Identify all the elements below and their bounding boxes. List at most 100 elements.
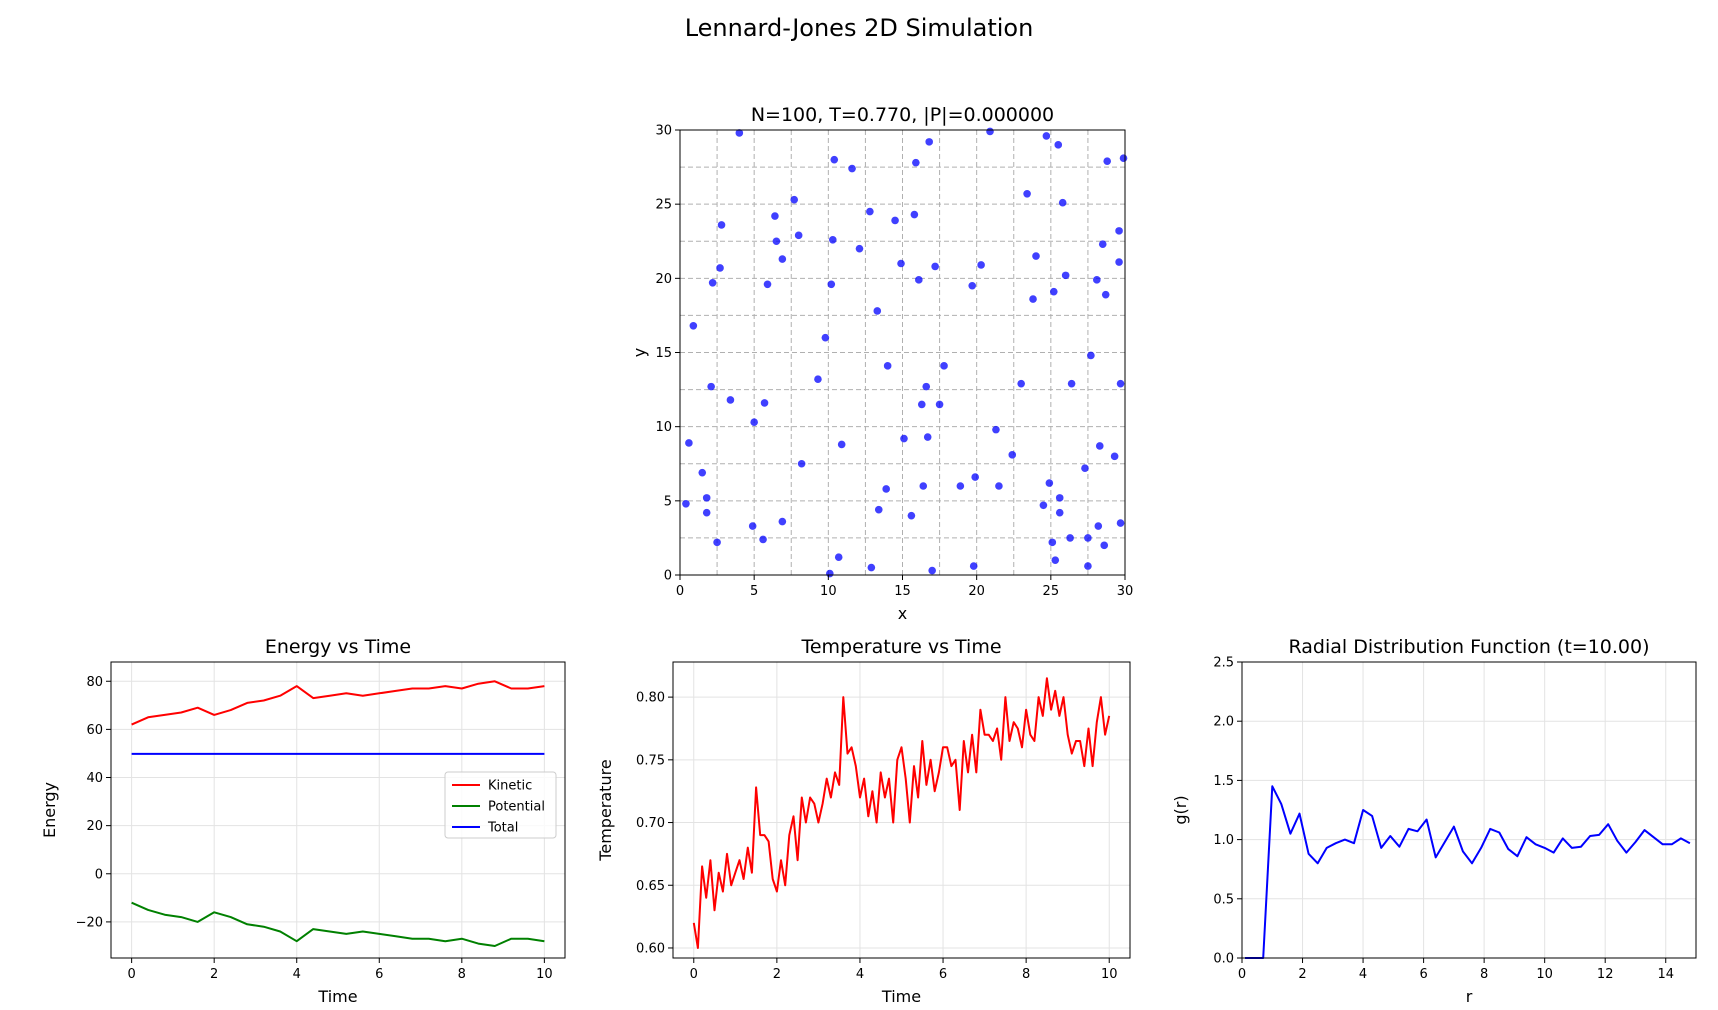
y-tick-label: 10 bbox=[655, 420, 672, 435]
legend-label: Kinetic bbox=[488, 779, 532, 794]
x-tick-label: 6 bbox=[1419, 967, 1427, 982]
particle-point bbox=[778, 517, 787, 526]
particle-point bbox=[1100, 541, 1109, 550]
axes-frame bbox=[1241, 661, 1697, 959]
particle-point bbox=[794, 231, 803, 240]
x-tick-label: 8 bbox=[1022, 967, 1030, 982]
particle-point bbox=[912, 158, 920, 167]
particle-point bbox=[828, 235, 837, 244]
y-tick-label: 0.75 bbox=[636, 753, 665, 768]
x-tick-label: 10 bbox=[536, 967, 553, 982]
particle-point bbox=[771, 212, 779, 220]
particle-point bbox=[867, 563, 876, 572]
particle-point bbox=[1084, 534, 1092, 542]
particle-point bbox=[928, 566, 936, 575]
x-tick-label: 8 bbox=[1480, 967, 1488, 982]
y-tick-label: 60 bbox=[86, 723, 103, 738]
y-tick-label: 20 bbox=[86, 819, 103, 834]
particle-point bbox=[855, 244, 864, 253]
x-axis-label: x bbox=[898, 604, 907, 623]
particle-point bbox=[969, 562, 978, 570]
series-line-data bbox=[692, 677, 1111, 949]
x-tick-label: 4 bbox=[293, 967, 301, 982]
particle-point bbox=[891, 216, 899, 225]
particle-point bbox=[689, 322, 698, 330]
x-tick-label: 12 bbox=[1597, 967, 1614, 982]
chart-title: Energy vs Time bbox=[265, 636, 411, 658]
y-axis-label: y bbox=[630, 348, 649, 357]
particle-point bbox=[827, 280, 836, 289]
x-tick-label: 4 bbox=[1359, 967, 1367, 982]
particle-point bbox=[814, 375, 822, 384]
x-tick-label: 4 bbox=[856, 967, 864, 982]
x-tick-label: 8 bbox=[458, 967, 466, 982]
particle-point bbox=[1110, 452, 1119, 461]
particle-point bbox=[713, 538, 721, 547]
particle-point bbox=[1061, 271, 1070, 280]
axes-frame bbox=[110, 661, 566, 959]
particle-point bbox=[907, 511, 916, 520]
particle-point bbox=[956, 482, 965, 490]
particle-point bbox=[1008, 451, 1017, 459]
x-tick-label: 2 bbox=[210, 967, 218, 982]
legend-box bbox=[444, 771, 557, 839]
x-axis-label: r bbox=[1466, 987, 1473, 1006]
y-tick-label: 1.5 bbox=[1213, 774, 1234, 789]
particle-point bbox=[821, 333, 830, 342]
y-tick-label: 0.80 bbox=[636, 691, 665, 706]
particle-point bbox=[922, 382, 931, 391]
x-tick-label: 15 bbox=[894, 584, 911, 599]
particle-point bbox=[1055, 494, 1064, 502]
particle-point bbox=[1023, 189, 1031, 198]
particle-point bbox=[900, 434, 908, 443]
particle-point bbox=[1032, 252, 1040, 260]
particle-point bbox=[1042, 132, 1051, 140]
particle-point bbox=[883, 362, 892, 370]
series-line-data bbox=[1245, 785, 1691, 959]
particle-point bbox=[735, 129, 744, 137]
particle-point bbox=[707, 382, 715, 391]
y-tick-label: 5 bbox=[664, 494, 672, 509]
y-tick-label: 0.70 bbox=[636, 816, 665, 831]
x-tick-label: 30 bbox=[1117, 584, 1134, 599]
particle-point bbox=[1081, 464, 1089, 473]
particle-point bbox=[759, 535, 767, 544]
particle-point bbox=[1084, 562, 1092, 570]
particle-point bbox=[977, 261, 985, 269]
particle-point bbox=[1094, 522, 1103, 530]
particle-point bbox=[1115, 258, 1123, 266]
particle-point bbox=[925, 138, 933, 146]
energy-plot-area: 0 2 4 6 8 10 −20 0 20 40 60 80 Energy vs Time Time Ene… bbox=[40, 636, 566, 1006]
particle-point bbox=[848, 164, 856, 173]
particle-point bbox=[1103, 157, 1111, 165]
series-line-potential bbox=[131, 901, 545, 947]
y-axis-label: g(r) bbox=[1171, 795, 1190, 824]
y-tick-label: 40 bbox=[86, 771, 103, 786]
chart-title: Temperature vs Time bbox=[800, 636, 1001, 658]
particle-point bbox=[830, 155, 839, 164]
particle-point bbox=[968, 281, 977, 290]
x-tick-label: 2 bbox=[773, 967, 781, 982]
particle-point bbox=[1101, 290, 1110, 299]
particle-point bbox=[717, 221, 726, 229]
particle-point bbox=[778, 255, 787, 263]
particle-point bbox=[1051, 556, 1060, 564]
particle-point bbox=[698, 468, 707, 477]
x-tick-label: 6 bbox=[375, 967, 383, 982]
particle-point bbox=[882, 485, 890, 493]
x-axis-label: Time bbox=[317, 987, 357, 1006]
y-tick-label: 0 bbox=[664, 569, 672, 584]
particle-point bbox=[940, 362, 948, 370]
y-tick-label: 30 bbox=[655, 124, 672, 139]
particle-point bbox=[931, 262, 939, 271]
x-tick-label: 6 bbox=[939, 967, 947, 982]
particle-point bbox=[702, 508, 711, 517]
particle-point bbox=[797, 459, 806, 468]
temperature-plot-area: 0 2 4 6 8 10 0.60 0.65 0.70 0.75 0.80 Temperature v… bbox=[596, 636, 1131, 1006]
x-tick-label: 10 bbox=[820, 584, 837, 599]
legend-label: Total bbox=[487, 821, 518, 836]
x-tick-label: 0 bbox=[676, 584, 684, 599]
